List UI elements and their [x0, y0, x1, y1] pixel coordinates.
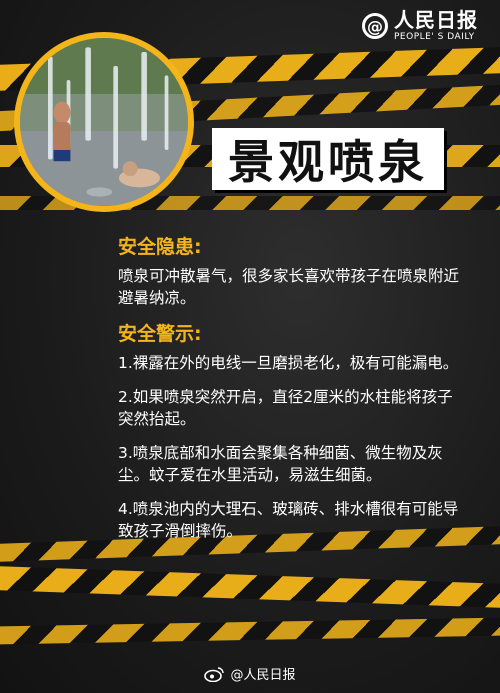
weibo-icon [204, 666, 225, 682]
logo-name: 人民日报 [394, 8, 478, 32]
footer: @人民日报 [0, 664, 500, 683]
warning-item: 2.如果喷泉突然开启，直径2厘米的水柱能将孩子突然抬起。 [118, 388, 453, 428]
logo-text: 人民日报 PEOPLE' S DAILY [394, 10, 478, 42]
warning-item: 1.裸露在外的电线一旦磨损老化，极有可能漏电。 [118, 354, 459, 372]
warning-item: 4.喷泉池内的大理石、玻璃砖、排水槽很有可能导致孩子滑倒摔伤。 [118, 500, 459, 540]
section-heading-hazard: 安全隐患: [118, 236, 202, 258]
logo-english: PEOPLE' S DAILY [394, 32, 475, 42]
brand-logo: @ 人民日报 PEOPLE' S DAILY [362, 10, 478, 42]
content: 安全隐患: 喷泉可冲散暑气，很多家长喜欢带孩子在喷泉附近避暑纳凉。 安全警示: … [118, 232, 468, 554]
warning-item: 3.喷泉底部和水面会聚集各种细菌、微生物及灰尘。蚊子爱在水里活动，易滋生细菌。 [118, 444, 443, 484]
fountain-illustration [20, 38, 188, 206]
page-title: 景观喷泉 [212, 128, 444, 190]
hazard-text: 喷泉可冲散暑气，很多家长喜欢带孩子在喷泉附近避暑纳凉。 [118, 267, 460, 307]
fountain-photo [14, 32, 194, 212]
section-heading-warning: 安全警示: [118, 323, 202, 345]
footer-handle[interactable]: @人民日报 [230, 668, 296, 683]
at-sign-icon: @ [362, 13, 388, 39]
